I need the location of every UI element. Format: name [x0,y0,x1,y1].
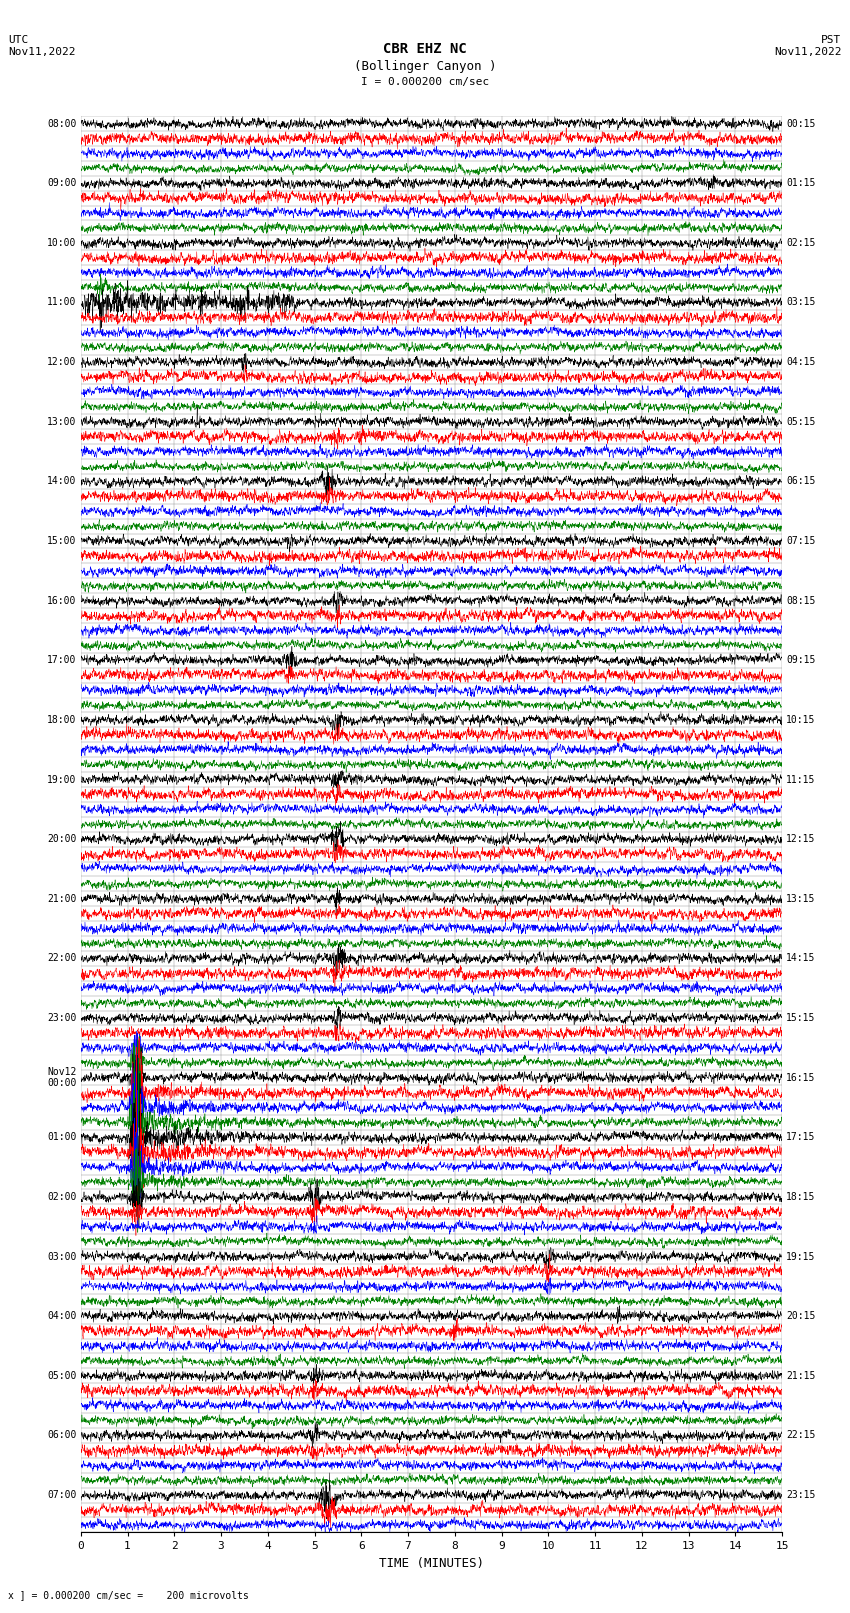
Text: 17:00: 17:00 [47,655,76,665]
Text: 22:15: 22:15 [786,1431,816,1440]
Text: 18:00: 18:00 [47,715,76,724]
Text: 20:15: 20:15 [786,1311,816,1321]
Text: 10:00: 10:00 [47,237,76,248]
Text: 08:15: 08:15 [786,595,816,605]
Text: 14:15: 14:15 [786,953,816,963]
Text: 09:00: 09:00 [47,177,76,189]
Text: 03:00: 03:00 [47,1252,76,1261]
Text: 18:15: 18:15 [786,1192,816,1202]
Text: 09:15: 09:15 [786,655,816,665]
X-axis label: TIME (MINUTES): TIME (MINUTES) [379,1557,484,1569]
Text: 23:15: 23:15 [786,1490,816,1500]
Text: 17:15: 17:15 [786,1132,816,1142]
Text: 15:00: 15:00 [47,536,76,545]
Text: PST
Nov11,2022: PST Nov11,2022 [774,35,842,56]
Text: 04:15: 04:15 [786,356,816,368]
Text: CBR EHZ NC: CBR EHZ NC [383,42,467,56]
Text: 16:00: 16:00 [47,595,76,605]
Text: 06:00: 06:00 [47,1431,76,1440]
Text: 21:15: 21:15 [786,1371,816,1381]
Text: 04:00: 04:00 [47,1311,76,1321]
Text: 14:00: 14:00 [47,476,76,487]
Text: 00:15: 00:15 [786,119,816,129]
Text: 19:15: 19:15 [786,1252,816,1261]
Text: Nov12
00:00: Nov12 00:00 [47,1066,76,1089]
Text: 07:15: 07:15 [786,536,816,545]
Text: 13:15: 13:15 [786,894,816,903]
Text: 10:15: 10:15 [786,715,816,724]
Text: 11:15: 11:15 [786,774,816,784]
Text: 05:15: 05:15 [786,416,816,427]
Text: 15:15: 15:15 [786,1013,816,1023]
Text: 01:00: 01:00 [47,1132,76,1142]
Text: (Bollinger Canyon ): (Bollinger Canyon ) [354,60,496,73]
Text: 01:15: 01:15 [786,177,816,189]
Text: 02:15: 02:15 [786,237,816,248]
Text: x ] = 0.000200 cm/sec =    200 microvolts: x ] = 0.000200 cm/sec = 200 microvolts [8,1590,249,1600]
Text: UTC
Nov11,2022: UTC Nov11,2022 [8,35,76,56]
Text: 12:15: 12:15 [786,834,816,844]
Text: 03:15: 03:15 [786,297,816,308]
Text: 19:00: 19:00 [47,774,76,784]
Text: 02:00: 02:00 [47,1192,76,1202]
Text: 23:00: 23:00 [47,1013,76,1023]
Text: 11:00: 11:00 [47,297,76,308]
Text: 08:00: 08:00 [47,119,76,129]
Text: 16:15: 16:15 [786,1073,816,1082]
Text: 22:00: 22:00 [47,953,76,963]
Text: 12:00: 12:00 [47,356,76,368]
Text: 06:15: 06:15 [786,476,816,487]
Text: 13:00: 13:00 [47,416,76,427]
Text: 21:00: 21:00 [47,894,76,903]
Text: I = 0.000200 cm/sec: I = 0.000200 cm/sec [361,77,489,87]
Text: 20:00: 20:00 [47,834,76,844]
Text: 05:00: 05:00 [47,1371,76,1381]
Text: 07:00: 07:00 [47,1490,76,1500]
